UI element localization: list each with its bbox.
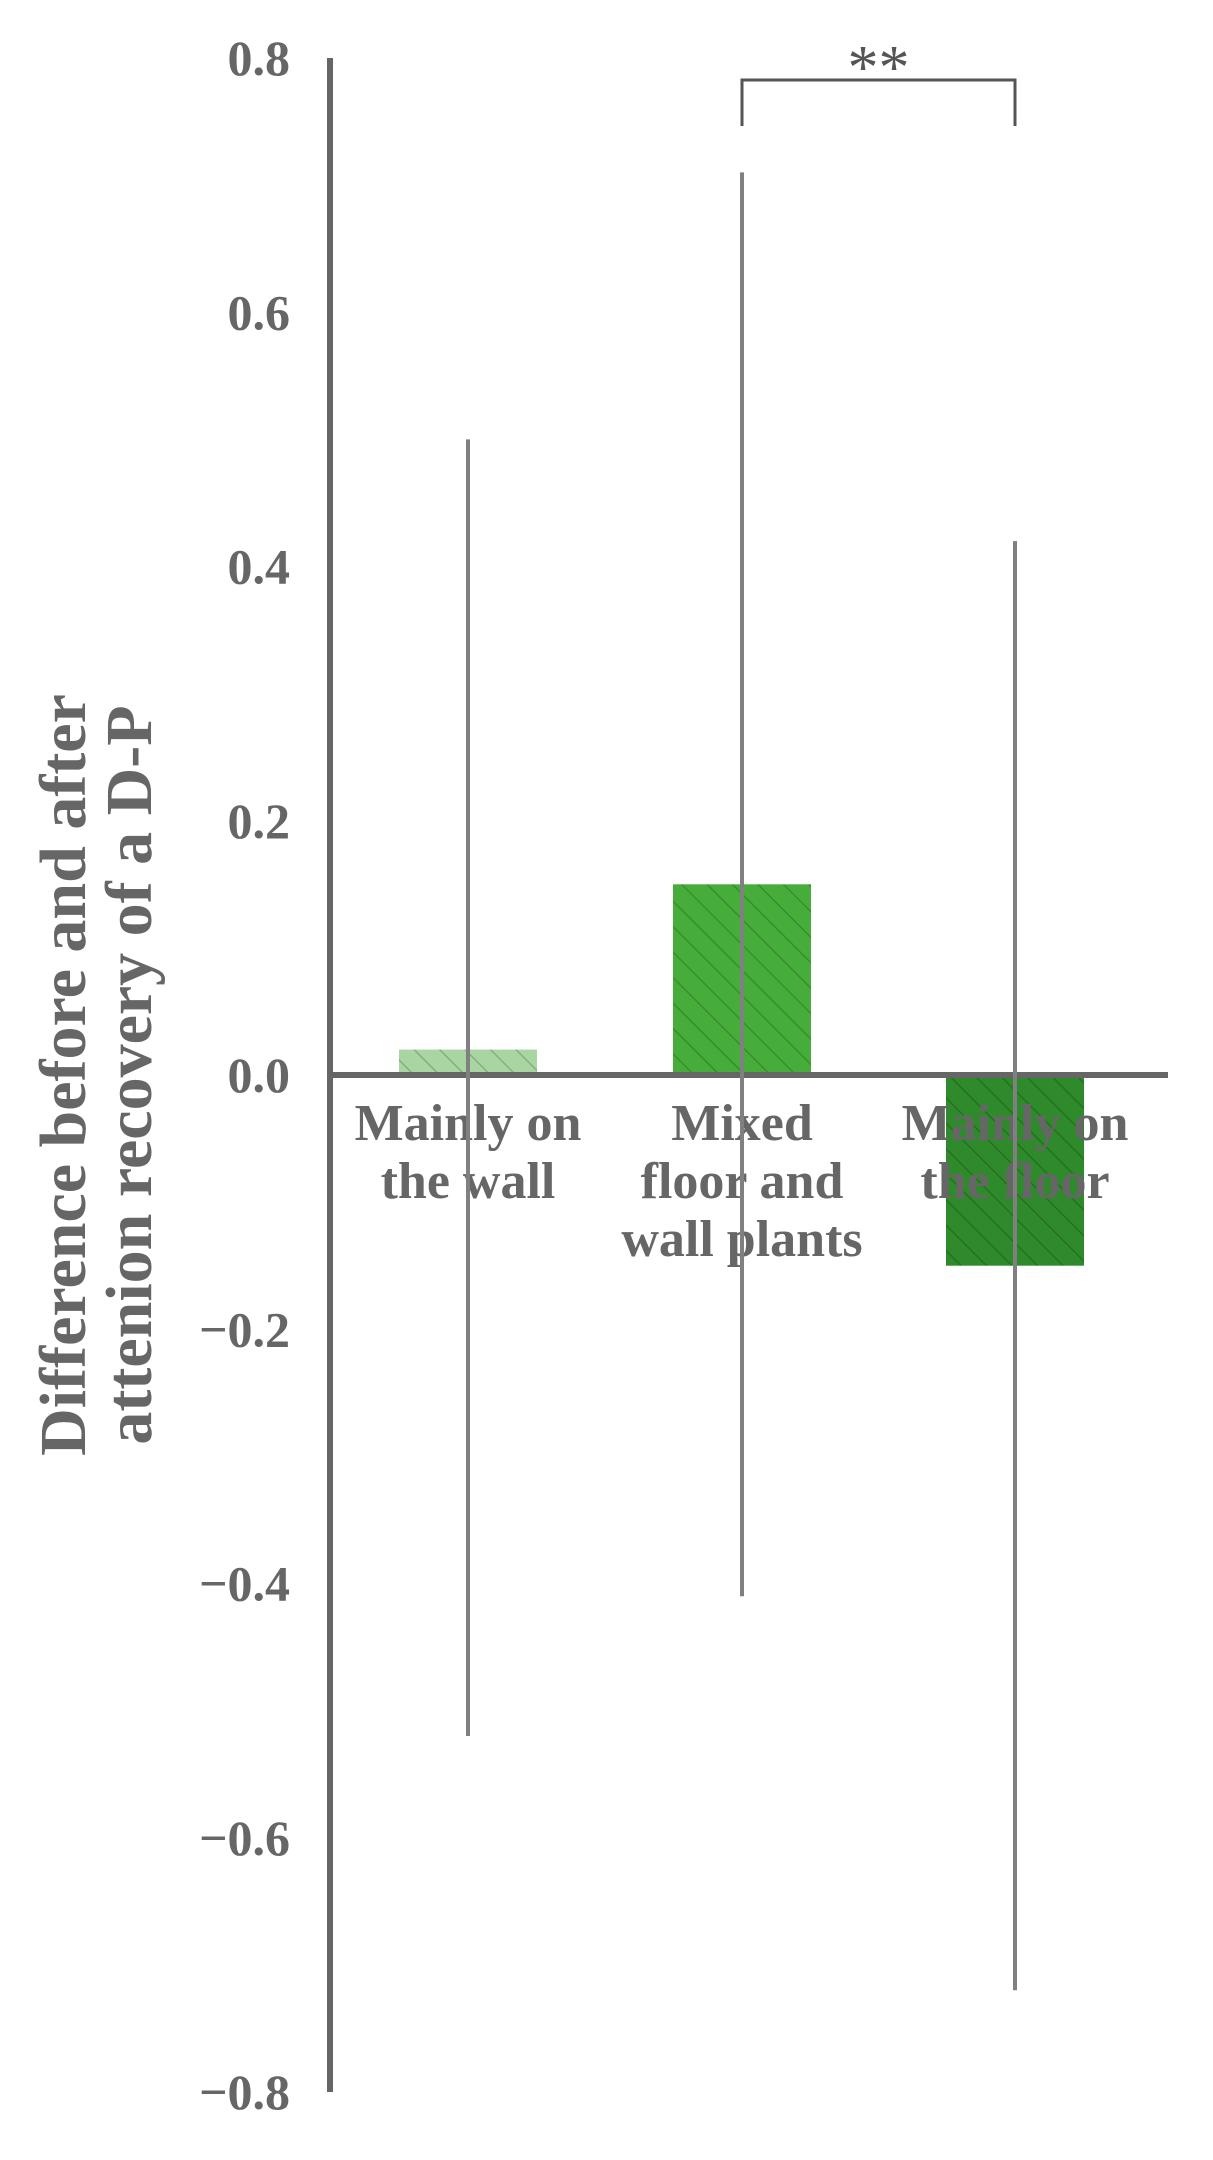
y-tick-label: 0.0 xyxy=(228,1047,291,1103)
y-axis-title-line: attenion recovery of a D-P xyxy=(93,705,166,1444)
y-tick-label: 0.8 xyxy=(228,30,291,86)
y-tick-label: −0.4 xyxy=(199,1556,290,1612)
y-tick-label: 0.2 xyxy=(228,793,291,849)
y-tick-label: 0.4 xyxy=(228,539,291,595)
y-tick-label: −0.2 xyxy=(199,1301,290,1357)
y-tick-label: −0.6 xyxy=(199,1810,290,1866)
y-axis-title: Difference before and afterattenion reco… xyxy=(27,694,166,1456)
significance-bracket xyxy=(740,78,1017,126)
y-tick-label: 0.6 xyxy=(228,284,291,340)
y-axis-title-line: Difference before and after xyxy=(27,694,100,1456)
significance-label: ** xyxy=(848,34,910,102)
y-tick-label: −0.8 xyxy=(199,2064,290,2120)
